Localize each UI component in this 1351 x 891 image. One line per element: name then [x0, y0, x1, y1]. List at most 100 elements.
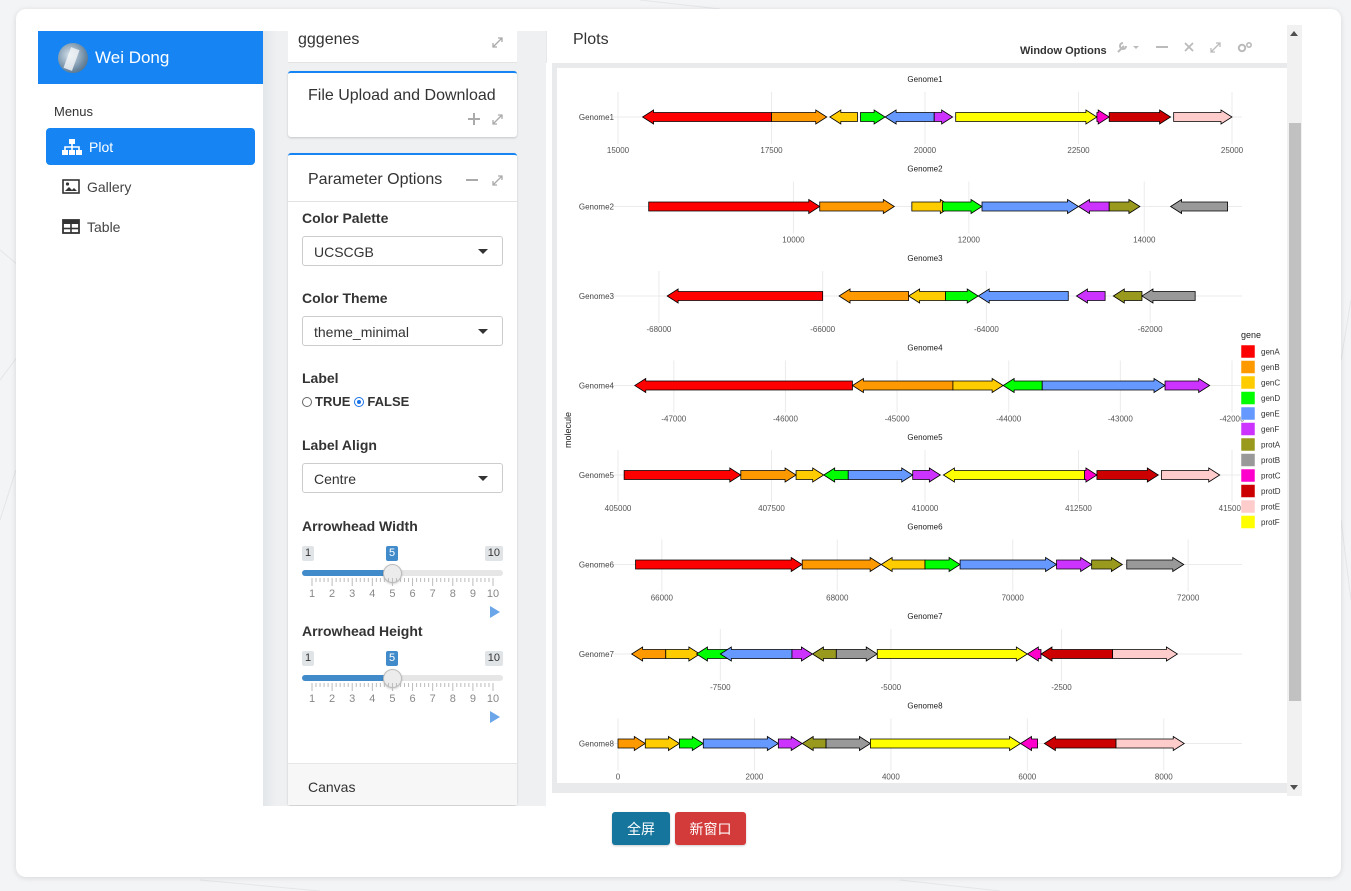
slider-tick-label: 4	[369, 588, 376, 600]
legend-label: protE	[1261, 503, 1280, 512]
panel-genome4: Genome4 Genome4 -47000 -46000 -45000 -44000 -4…	[579, 344, 1245, 424]
radio-false-label[interactable]: FALSE	[367, 394, 410, 409]
gene-arrow-protB	[825, 735, 872, 752]
wrench-dropdown-icon[interactable]	[1116, 41, 1140, 53]
new-window-button[interactable]: 新窗口	[675, 812, 746, 845]
gene-arrow-genE	[981, 198, 1080, 215]
slider-tick-label: 3	[349, 588, 356, 600]
app-frame: Wei Dong Menus Plot Gallery Table gggene…	[38, 31, 1320, 806]
legend-swatch-genB	[1240, 360, 1256, 374]
slider-track[interactable]	[302, 675, 503, 681]
label-align-select[interactable]: Centre	[302, 463, 503, 493]
close-icon[interactable]	[1184, 42, 1194, 52]
arrowhead-width-slider[interactable]: 1 10 5 1 2 3 4 5 6 7 8 9 10	[302, 540, 503, 618]
color-theme-select[interactable]: theme_minimal	[302, 316, 503, 346]
parameter-options-title: Parameter Options	[308, 171, 443, 188]
gene-arrow-genF	[912, 467, 942, 483]
file-upload-panel: File Upload and Download	[288, 71, 517, 137]
legend-label: protF	[1261, 518, 1280, 527]
gene-arrow-protB	[1126, 556, 1185, 573]
x-tick-label: 20000	[914, 146, 937, 155]
x-tick-label: -62000	[1138, 325, 1163, 334]
arrowhead-height-slider[interactable]: 1 10 5 1 2 3 4 5 6 7 8 9 10	[302, 645, 503, 723]
color-palette-select[interactable]: UCSCGB	[302, 236, 503, 266]
label-label: Label	[302, 370, 339, 386]
gggenes-title: gggenes	[298, 31, 360, 48]
panel-genome3: Genome3 Genome3 -68000 -66000 -64000 -62000	[579, 254, 1242, 334]
gggenes-panel-title: gggenes	[288, 31, 517, 63]
window-options-label[interactable]: Window Options	[1020, 45, 1107, 57]
gene-arrow-protB	[1169, 198, 1229, 215]
avatar	[58, 42, 88, 73]
gene-arrow-genD	[860, 109, 886, 125]
minus-icon[interactable]	[466, 179, 478, 182]
x-tick-label: -7500	[710, 683, 731, 692]
gene-arrow-protE	[1173, 109, 1233, 125]
gene-arrow-genF	[1056, 556, 1093, 573]
plots-column: Plots Window Options Genome1 Genome1 15000…	[546, 31, 1320, 806]
parameter-options-header: Parameter Options	[288, 155, 517, 202]
minus-icon[interactable]	[1156, 45, 1168, 49]
x-tick-label: 4000	[882, 773, 900, 782]
x-tick-label: -64000	[974, 325, 999, 334]
file-upload-title: File Upload and Download	[308, 87, 496, 104]
play-icon[interactable]	[490, 606, 500, 618]
play-icon[interactable]	[490, 711, 500, 723]
gene-arrow-genE	[959, 556, 1058, 573]
slider-tick-label: 8	[449, 588, 456, 600]
scroll-thumb[interactable]	[1289, 123, 1301, 701]
plot-canvas: Genome1 Genome1 15000 17500 20000 22500 25000 G…	[557, 68, 1292, 783]
panel-title: Genome1	[907, 75, 943, 84]
slider-tick-label: 9	[469, 693, 476, 705]
sidebar-item-gallery[interactable]: Gallery	[46, 168, 255, 205]
gene-arrow-genE	[702, 735, 780, 752]
gears-icon[interactable]	[1237, 41, 1253, 53]
expand-icon[interactable]	[492, 37, 503, 48]
radio-true[interactable]	[302, 396, 312, 407]
gene-arrow-genC	[795, 467, 825, 483]
expand-icon[interactable]	[1210, 41, 1221, 53]
slider-tick-label: 7	[429, 693, 436, 705]
gene-arrow-genD	[942, 198, 983, 215]
legend-swatch-protB	[1240, 453, 1256, 467]
vertical-scrollbar[interactable]	[1287, 25, 1302, 796]
gene-arrow-genF	[933, 109, 954, 125]
gene-arrow-genF	[777, 735, 803, 752]
legend-swatch-protE	[1240, 499, 1256, 514]
radio-true-label[interactable]: TRUE	[315, 394, 351, 409]
x-tick-label: 14000	[1133, 236, 1156, 245]
plus-icon[interactable]	[468, 113, 480, 125]
x-tick-label: -43000	[1108, 415, 1133, 424]
expand-icon[interactable]	[492, 113, 503, 125]
slider-max: 10	[484, 651, 503, 666]
gene-arrow-genB	[838, 288, 910, 304]
sidebar-item-plot[interactable]: Plot	[46, 128, 255, 165]
x-tick-label: -46000	[773, 415, 798, 424]
slider-tick-label: 7	[429, 588, 436, 600]
canvas-tab[interactable]: Canvas	[288, 763, 517, 805]
panel-genome8: Genome8 Genome8 0 2000 4000 6000 8000	[579, 702, 1242, 782]
x-tick-label: 66000	[651, 594, 674, 603]
slider-value: 5	[386, 651, 399, 666]
gene-arrow-genD	[945, 288, 979, 304]
legend-label: genB	[1261, 363, 1280, 372]
scroll-down-arrow[interactable]	[1290, 785, 1298, 790]
slider-min: 1	[302, 651, 315, 666]
sidebar-item-table[interactable]: Table	[46, 208, 255, 245]
username: Wei Dong	[95, 47, 170, 67]
gene-arrow-protF	[955, 109, 1098, 125]
label-align-label: Label Align	[302, 437, 377, 453]
slider-track[interactable]	[302, 570, 503, 576]
slider-tick-label: 6	[409, 588, 416, 600]
legend-swatch-genA	[1240, 344, 1256, 359]
sidebar-user-panel[interactable]: Wei Dong	[38, 31, 263, 84]
expand-icon[interactable]	[492, 175, 503, 186]
gene-arrow-genD	[695, 646, 728, 662]
panel-title: Genome3	[907, 254, 943, 263]
scroll-up-arrow[interactable]	[1290, 31, 1298, 36]
slider-tick-label: 9	[469, 588, 476, 600]
fullscreen-button[interactable]: 全屏	[612, 812, 670, 845]
sidebar-item-label: Table	[87, 218, 121, 235]
slider-value: 5	[386, 546, 399, 561]
radio-false[interactable]	[354, 396, 365, 407]
